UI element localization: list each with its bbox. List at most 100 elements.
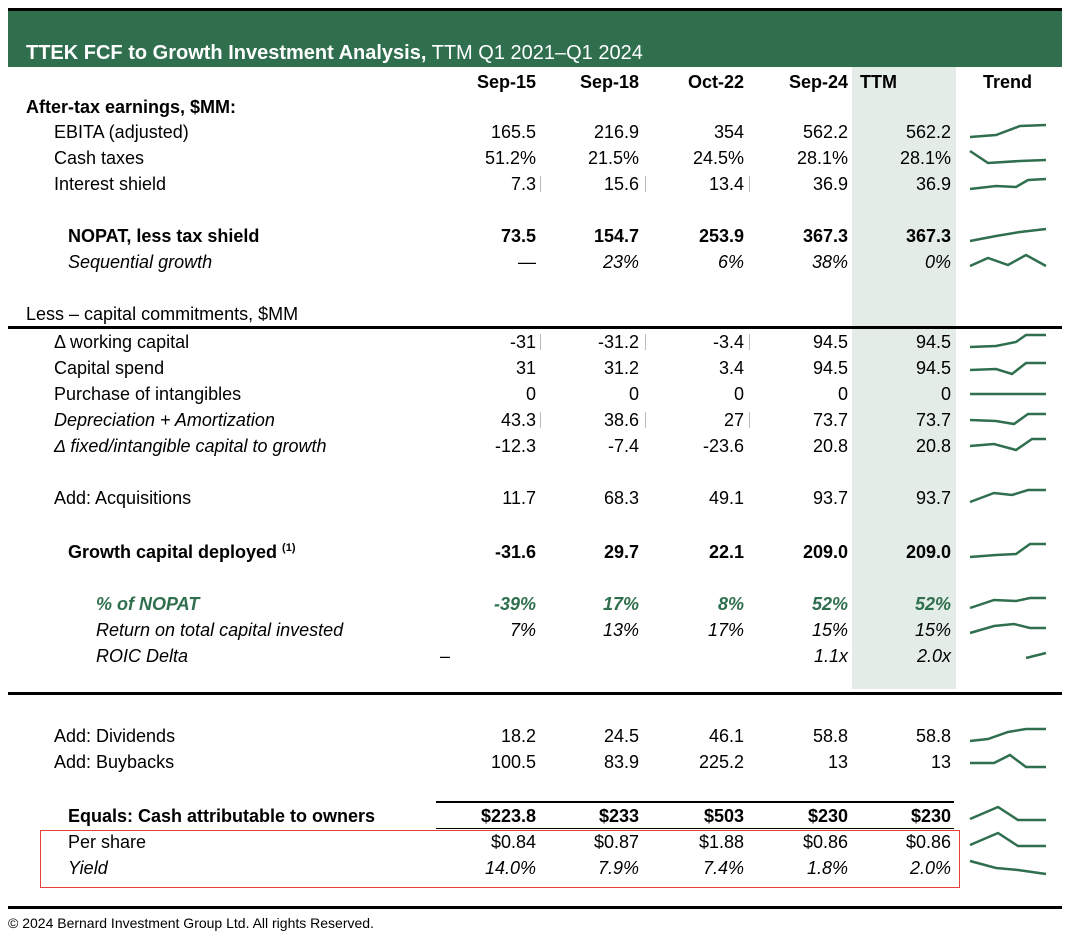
cell: -3.4 bbox=[712, 332, 744, 352]
row-label: Cash taxes bbox=[54, 148, 145, 168]
cell: 18.2 bbox=[500, 726, 536, 746]
total-rule bbox=[436, 828, 954, 829]
cell: 0 bbox=[837, 384, 848, 404]
cell: 73.5 bbox=[500, 226, 536, 246]
trend-sparkline bbox=[969, 123, 1047, 139]
table-row: Interest shield 7.3 15.6 13.4 36.9 36.9 bbox=[0, 174, 1084, 200]
cell: 93.7 bbox=[812, 488, 848, 508]
cell: 52% bbox=[914, 594, 951, 614]
cell: -31.6 bbox=[494, 542, 536, 562]
copyright-footer: © 2024 Bernard Investment Group Ltd. All… bbox=[8, 915, 374, 931]
cell: 1.1x bbox=[813, 646, 848, 666]
cell: 15% bbox=[811, 620, 848, 640]
trend-sparkline bbox=[969, 412, 1046, 426]
cell: 2.0x bbox=[916, 646, 951, 666]
row-label: EBITA (adjusted) bbox=[54, 122, 189, 142]
cell: 15% bbox=[914, 620, 951, 640]
trend-sparkline bbox=[969, 542, 1046, 559]
cell: 22.1 bbox=[708, 542, 744, 562]
cell: 46.1 bbox=[708, 726, 744, 746]
table-row: Depreciation + Amortization 43.3 38.6 27… bbox=[0, 410, 1084, 436]
cell: 94.5 bbox=[812, 358, 848, 378]
row-label: Purchase of intangibles bbox=[54, 384, 242, 404]
cell: -23.6 bbox=[702, 436, 744, 456]
trend-sparkline bbox=[970, 753, 1046, 769]
cell: 24.5% bbox=[692, 148, 744, 168]
cell: 94.5 bbox=[915, 332, 951, 352]
footer-rule bbox=[8, 906, 1062, 909]
cell: 7.4% bbox=[702, 858, 744, 878]
table-row: Return on total capital invested 7% 13% … bbox=[0, 620, 1084, 646]
row-label: Depreciation + Amortization bbox=[54, 410, 275, 430]
table-row-growth-capital: Growth capital deployed (1) -31.6 29.7 2… bbox=[0, 542, 1084, 568]
table-row: Δ working capital -31 -31.2 -3.4 94.5 94… bbox=[0, 332, 1084, 358]
cell: 73.7 bbox=[812, 410, 848, 430]
cell: -31 bbox=[509, 332, 536, 352]
cell: 17% bbox=[707, 620, 744, 640]
table-row-pct-nopat: % of NOPAT -39% 17% 8% 52% 52% bbox=[0, 594, 1084, 620]
total-rule bbox=[436, 801, 954, 803]
cell-divider bbox=[540, 334, 541, 350]
row-label: Add: Buybacks bbox=[54, 752, 175, 772]
trend-sparkline bbox=[969, 805, 1046, 822]
cell: 94.5 bbox=[915, 358, 951, 378]
cell: 209.0 bbox=[802, 542, 848, 562]
cell: 73.7 bbox=[915, 410, 951, 430]
trend-sparkline bbox=[969, 361, 1046, 376]
table-row-per-share: Per share $0.84 $0.87 $1.88 $0.86 $0.86 bbox=[0, 832, 1084, 858]
trend-sparkline bbox=[970, 392, 1046, 396]
trend-sparkline bbox=[969, 831, 1046, 848]
cell: 562.2 bbox=[802, 122, 848, 142]
col-header-trend: Trend bbox=[983, 72, 1033, 92]
trend-sparkline bbox=[969, 149, 1047, 165]
cell: 13% bbox=[602, 620, 639, 640]
trend-sparkline bbox=[969, 622, 1046, 635]
col-header-ttm: TTM bbox=[860, 72, 897, 92]
cell: $0.86 bbox=[802, 832, 848, 852]
cell: 6% bbox=[717, 252, 744, 272]
cell: 31.2 bbox=[603, 358, 639, 378]
page-title: TTEK FCF to Growth Investment Analysis, … bbox=[26, 42, 643, 64]
cell: — bbox=[518, 252, 536, 272]
trend-sparkline bbox=[969, 488, 1046, 504]
row-label: Add: Acquisitions bbox=[54, 488, 192, 508]
row-label: Add: Dividends bbox=[54, 726, 176, 746]
cell-divider bbox=[749, 412, 750, 428]
table-row: Add: Buybacks 100.5 83.9 225.2 13 13 bbox=[0, 752, 1084, 778]
row-label: Yield bbox=[68, 858, 108, 878]
cell: 93.7 bbox=[915, 488, 951, 508]
cell: 367.3 bbox=[905, 226, 951, 246]
title-banner: TTEK FCF to Growth Investment Analysis, … bbox=[8, 11, 1062, 67]
cell: 58.8 bbox=[915, 726, 951, 746]
ttm-column-highlight bbox=[852, 67, 956, 689]
section-rule bbox=[8, 692, 1062, 695]
cell: $233 bbox=[598, 806, 639, 826]
trend-sparkline bbox=[969, 727, 1046, 743]
trend-sparkline bbox=[1025, 651, 1047, 660]
cell: 38% bbox=[811, 252, 848, 272]
row-label: Return on total capital invested bbox=[96, 620, 344, 640]
cell: 3.4 bbox=[718, 358, 744, 378]
cell: 0% bbox=[924, 252, 951, 272]
cell: 2.0% bbox=[909, 858, 951, 878]
table-row: ROIC Delta – 1.1x 2.0x bbox=[0, 646, 1084, 672]
cell: 7.9% bbox=[597, 858, 639, 878]
cell: 0 bbox=[733, 384, 744, 404]
cell: 27 bbox=[723, 410, 744, 430]
cell: 15.6 bbox=[603, 174, 639, 194]
table-row: Cash taxes 51.2% 21.5% 24.5% 28.1% 28.1% bbox=[0, 148, 1084, 174]
col-header-oct22: Oct-22 bbox=[687, 72, 744, 92]
cell: 100.5 bbox=[490, 752, 536, 772]
trend-sparkline bbox=[969, 253, 1047, 268]
cell: 216.9 bbox=[593, 122, 639, 142]
row-label: Per share bbox=[68, 832, 147, 852]
table-row: Add: Acquisitions 11.7 68.3 49.1 93.7 93… bbox=[0, 488, 1084, 514]
section-heading-capital: Less – capital commitments, $MM bbox=[26, 304, 299, 324]
cell: 253.9 bbox=[698, 226, 744, 246]
table-row: EBITA (adjusted) 165.5 216.9 354 562.2 5… bbox=[0, 122, 1084, 148]
cell: -7.4 bbox=[607, 436, 639, 456]
row-label: NOPAT, less tax shield bbox=[68, 226, 260, 246]
cell: 154.7 bbox=[593, 226, 639, 246]
col-header-sep18: Sep-18 bbox=[579, 72, 639, 92]
cell: 36.9 bbox=[915, 174, 951, 194]
